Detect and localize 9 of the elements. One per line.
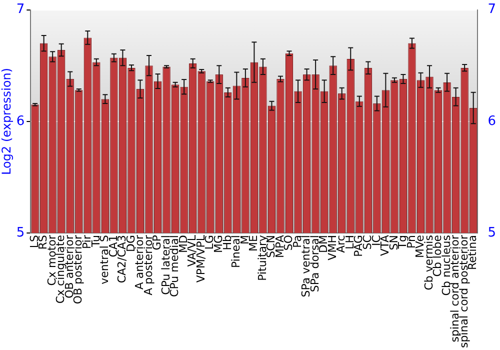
- y-axis-title: Log2 (expression): [0, 68, 14, 175]
- y-tick-label: 6: [16, 114, 25, 129]
- y2-tick-label: 6: [488, 114, 496, 129]
- y2-tick-label: 5: [488, 225, 496, 240]
- y-tick-label: 5: [16, 225, 25, 240]
- x-tick-label: Retina: [466, 235, 480, 270]
- x-tick-label: OB posterior: [72, 234, 85, 304]
- y2-tick-label: 7: [488, 2, 496, 18]
- y-tick-label: 7: [16, 2, 25, 18]
